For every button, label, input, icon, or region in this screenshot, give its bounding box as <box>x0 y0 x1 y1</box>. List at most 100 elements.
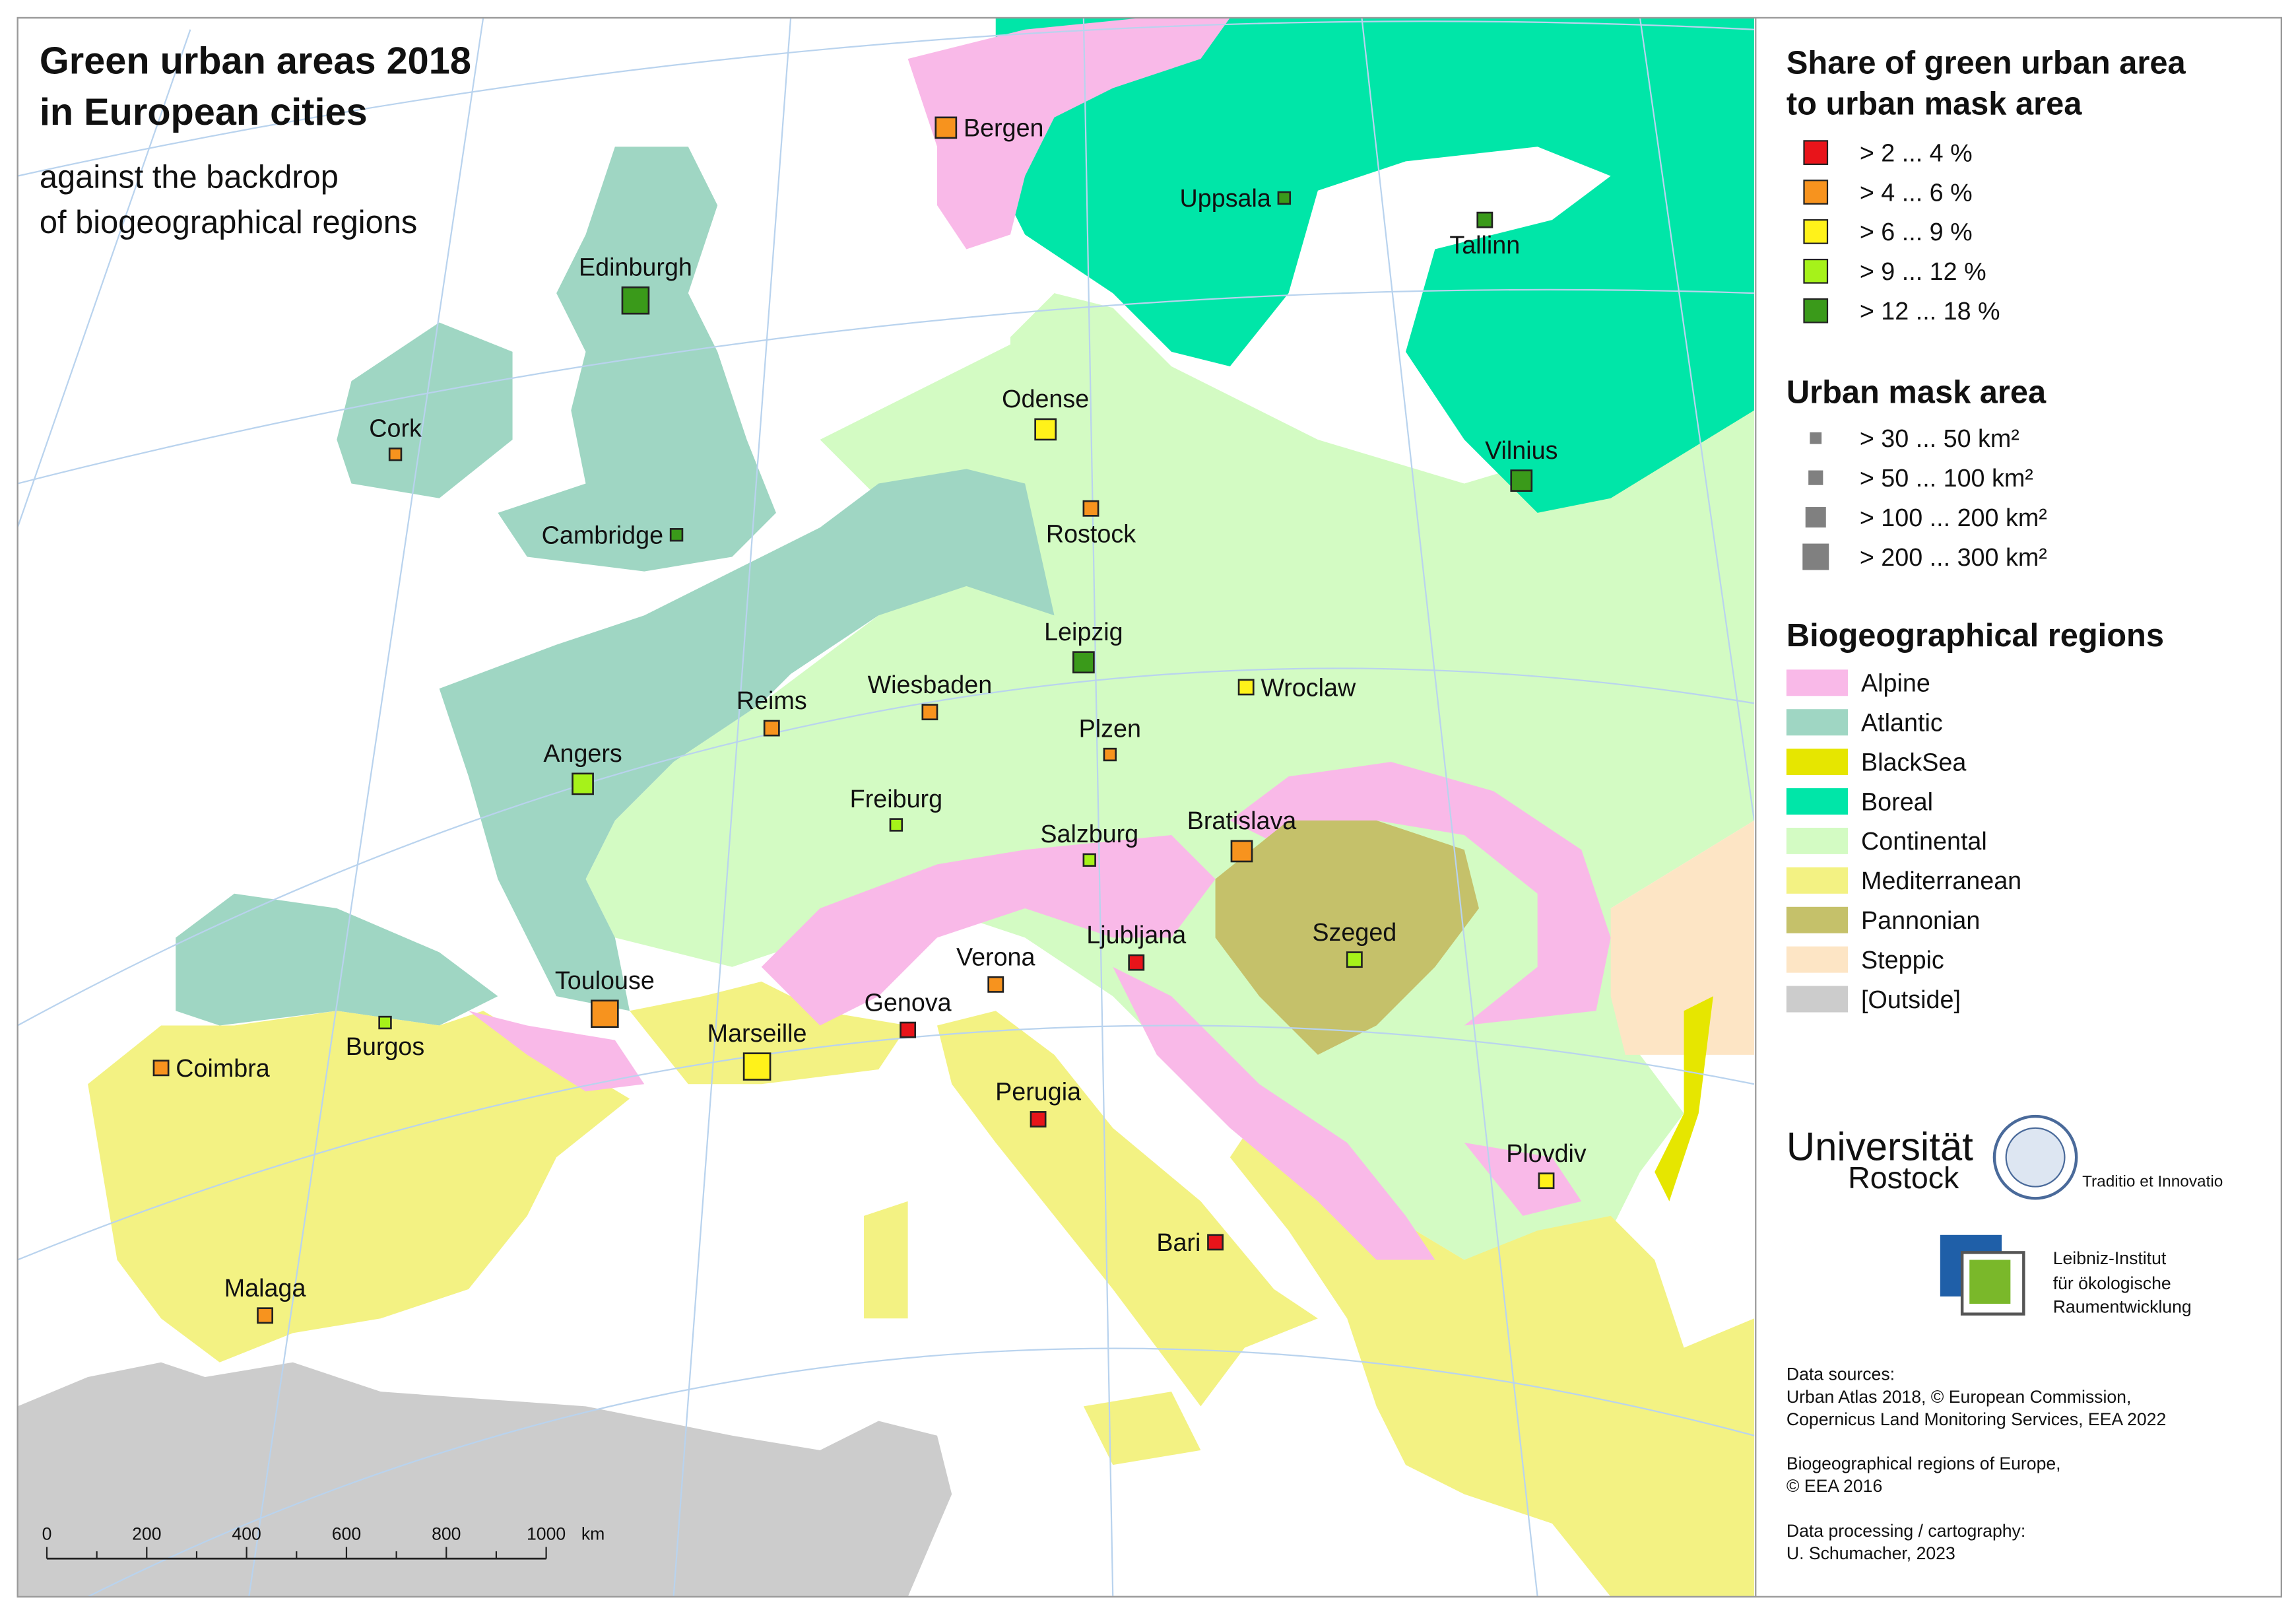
region <box>1655 996 1713 1201</box>
city-marker <box>152 1060 170 1077</box>
city-label: Marseille <box>707 1019 807 1047</box>
rostock-logo: Universität Rostock Traditio et Innovati… <box>1787 1114 2223 1200</box>
legend-swatch <box>1786 827 1849 854</box>
city-marker <box>1237 679 1255 696</box>
legend-label: > 30 ... 50 km² <box>1860 424 2019 452</box>
city-label: Bergen <box>964 114 1044 142</box>
city-marker <box>257 1307 274 1324</box>
city-marker <box>1538 1172 1555 1190</box>
legend-swatch <box>1803 258 1829 284</box>
region <box>1610 820 1755 1055</box>
city-label: Malaga <box>224 1274 306 1302</box>
source-text: U. Schumacher, 2023 <box>1787 1543 1955 1563</box>
legend: > 2 ... 4 % > 4 ... 6 % > 6 ... 9 % > 9 ...… <box>1786 139 2047 1013</box>
scale-bar: 0 200 400 600 800 1000 km <box>42 1524 605 1560</box>
leibniz-logo: Leibniz-Institut für ökologische Raument… <box>1940 1234 2192 1316</box>
legend-title: to urban mask area <box>1787 86 2082 121</box>
city-label: Edinburgh <box>579 253 692 281</box>
city-label: Wroclaw <box>1261 673 1356 701</box>
city-marker <box>591 999 619 1028</box>
title: in European cities <box>40 91 368 133</box>
scale-label: 800 <box>432 1524 461 1543</box>
logo-square <box>1969 1260 2011 1304</box>
region <box>1215 820 1479 1055</box>
city-label: Bari <box>1156 1229 1200 1256</box>
legend-title: Share of green urban area <box>1787 45 2186 81</box>
region <box>864 1201 908 1319</box>
city-marker <box>987 976 1004 993</box>
logo-text: für ökologische <box>2053 1273 2171 1293</box>
city-marker <box>742 1052 771 1081</box>
region <box>176 893 498 1026</box>
subtitle: against the backdrop <box>40 159 339 195</box>
legend-swatch <box>1786 709 1849 736</box>
city-label: Uppsala <box>1180 184 1271 212</box>
logo-text: Raumentwicklung <box>2053 1296 2192 1316</box>
city-marker <box>1476 211 1493 228</box>
scale-label: 600 <box>332 1524 361 1543</box>
city-label: Leipzig <box>1044 618 1123 646</box>
legend-swatch <box>1786 669 1849 696</box>
scale-label: 200 <box>132 1524 161 1543</box>
legend-label: Steppic <box>1861 946 1944 974</box>
seal <box>2005 1127 2066 1188</box>
legend-label: Continental <box>1861 827 1987 855</box>
city-label: Odense <box>1002 385 1089 413</box>
city-marker <box>900 1021 917 1038</box>
city-label: Tallinn <box>1449 231 1520 259</box>
legend-label: Pannonian <box>1861 906 1980 934</box>
city-label: Ljubljana <box>1086 921 1186 949</box>
city-marker <box>388 447 403 461</box>
city-marker <box>572 772 594 795</box>
city-marker <box>1346 951 1363 968</box>
sources: Data sources: Urban Atlas 2018, © Europea… <box>1787 1364 2166 1563</box>
scale-label: 0 <box>42 1524 52 1543</box>
source-text: Urban Atlas 2018, © European Commission, <box>1787 1387 2132 1407</box>
city-marker <box>889 818 903 832</box>
region <box>88 1011 630 1363</box>
legend-swatch <box>1786 946 1849 973</box>
city-marker <box>621 286 650 315</box>
city-label: Coimbra <box>176 1054 270 1082</box>
title: Green urban areas 2018 <box>40 40 471 82</box>
city-label: Toulouse <box>555 966 655 994</box>
city-label: Perugia <box>995 1078 1081 1106</box>
legend-label: > 200 ... 300 km² <box>1860 543 2047 571</box>
region <box>1464 1142 1582 1216</box>
city-label: Plovdiv <box>1506 1139 1587 1167</box>
scale-label: 1000 <box>527 1524 566 1543</box>
city-label: Rostock <box>1046 520 1136 547</box>
city-label: Salzburg <box>1040 820 1138 848</box>
frame-border <box>16 17 2282 1598</box>
region <box>498 147 776 572</box>
region <box>630 981 908 1085</box>
region <box>937 1011 1318 1407</box>
city-marker <box>669 527 684 542</box>
legend-label: Mediterranean <box>1861 867 2021 894</box>
city-marker <box>1103 747 1117 762</box>
graticule <box>16 17 1755 1598</box>
region <box>761 835 1216 1026</box>
city-marker <box>1072 651 1095 674</box>
region <box>585 293 1755 1260</box>
legend-label: [Outside] <box>1861 986 1961 1013</box>
scale-unit: km <box>581 1524 605 1543</box>
city-marker <box>763 720 780 737</box>
legend-label: > 9 ... 12 % <box>1860 257 1986 285</box>
city-label: Reims <box>737 687 807 714</box>
legend-swatch <box>1786 788 1849 815</box>
city-layer: Bergen Uppsala Tallinn Edinburgh Odense Cork V… <box>152 114 1587 1324</box>
legend-swatch <box>1786 867 1849 894</box>
scale-label: 400 <box>232 1524 261 1543</box>
city-label: Wiesbaden <box>868 671 993 698</box>
city-label: Freiburg <box>850 785 942 813</box>
city-marker <box>1510 469 1533 492</box>
logo-text: Leibniz-Institut <box>2053 1248 2167 1268</box>
region <box>439 469 1055 1011</box>
source-text: © EEA 2016 <box>1787 1476 1882 1496</box>
region <box>469 1011 645 1092</box>
city-marker <box>921 704 938 721</box>
legend-title: Biogeographical regions <box>1787 618 2164 654</box>
city-label: Vilnius <box>1485 436 1558 464</box>
